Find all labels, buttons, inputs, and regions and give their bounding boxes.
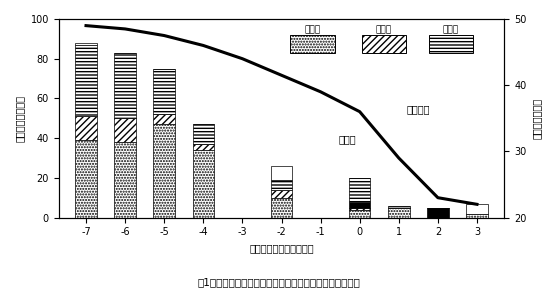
Bar <box>388 206 409 208</box>
Text: 成熟期: 成熟期 <box>338 134 356 144</box>
Text: 図1　収穫日ごとの穀粒水分の推移と熟度、損傷粒割合等: 図1 収穫日ごとの穀粒水分の推移と熟度、損傷粒割合等 <box>197 277 360 287</box>
Bar <box>271 166 292 180</box>
Bar <box>154 114 175 124</box>
Bar <box>154 69 175 114</box>
Bar <box>349 178 370 202</box>
Bar <box>114 118 136 142</box>
Y-axis label: 穀粒水分（％）: 穀粒水分（％） <box>532 98 542 139</box>
Bar <box>193 150 214 217</box>
Bar <box>193 144 214 150</box>
Text: 損傷粒: 損傷粒 <box>376 25 392 34</box>
Bar <box>75 45 97 116</box>
Bar <box>75 116 97 140</box>
Bar <box>114 142 136 217</box>
FancyBboxPatch shape <box>428 35 473 53</box>
Text: 穀粒水分: 穀粒水分 <box>407 104 430 114</box>
Bar <box>349 208 370 210</box>
Bar <box>349 210 370 217</box>
Bar <box>427 208 448 217</box>
Bar <box>466 214 488 217</box>
Text: 未熟粒: 未熟粒 <box>305 25 321 34</box>
Bar <box>75 43 97 45</box>
Bar <box>271 180 292 190</box>
Text: 頭付き: 頭付き <box>443 25 459 34</box>
Bar <box>154 124 175 217</box>
Y-axis label: 穀粒の割合（％）: 穀粒の割合（％） <box>15 95 25 142</box>
Bar <box>349 202 370 208</box>
FancyBboxPatch shape <box>361 35 406 53</box>
Bar <box>75 140 97 217</box>
Bar <box>193 124 214 144</box>
X-axis label: 成熟期からの日数（日）: 成熟期からの日数（日） <box>249 243 314 253</box>
Bar <box>466 204 488 214</box>
Bar <box>114 53 136 118</box>
FancyBboxPatch shape <box>290 35 335 53</box>
Bar <box>271 198 292 217</box>
Bar <box>388 208 409 217</box>
Bar <box>271 190 292 198</box>
